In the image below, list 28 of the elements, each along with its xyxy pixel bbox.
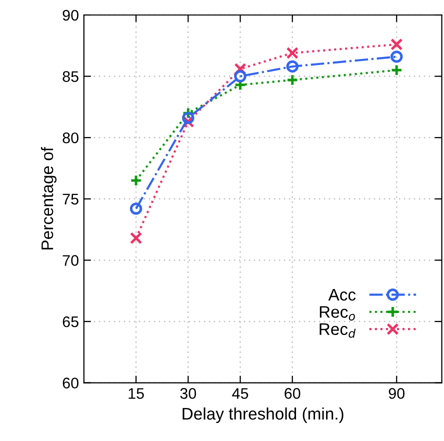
point: [390, 38, 403, 51]
y-tick-label: 75: [62, 194, 78, 205]
y-tick-label: 90: [62, 10, 78, 21]
point: [130, 232, 142, 244]
legend-label: Acc: [328, 289, 356, 301]
x-tick-label: 90: [388, 388, 405, 399]
point: [182, 112, 194, 124]
x-tick-label: 15: [128, 388, 144, 399]
x-tick-label: 30: [180, 388, 196, 399]
y-tick-label: 65: [62, 316, 78, 328]
y-tick-label: 80: [62, 132, 78, 144]
point: [390, 50, 403, 63]
point: [390, 64, 403, 76]
point: [130, 202, 142, 215]
x-tick-label: 60: [284, 388, 300, 399]
x-tick-label: 45: [232, 388, 248, 399]
y-tick-label: 70: [62, 255, 78, 266]
legend-label: Rec$_{o}$: [320, 306, 355, 321]
point: [286, 46, 298, 60]
y-axis-title: Percentage of: [40, 146, 57, 250]
x-axis-title: Delay threshold (min.): [182, 407, 344, 423]
y-tick-label: 60: [62, 378, 78, 388]
legend-label: Rec$_{d}$: [320, 323, 356, 338]
y-tick-label: 85: [62, 71, 78, 82]
point: [130, 174, 142, 187]
point: [286, 74, 298, 86]
point: [286, 60, 298, 73]
point: [234, 70, 246, 82]
